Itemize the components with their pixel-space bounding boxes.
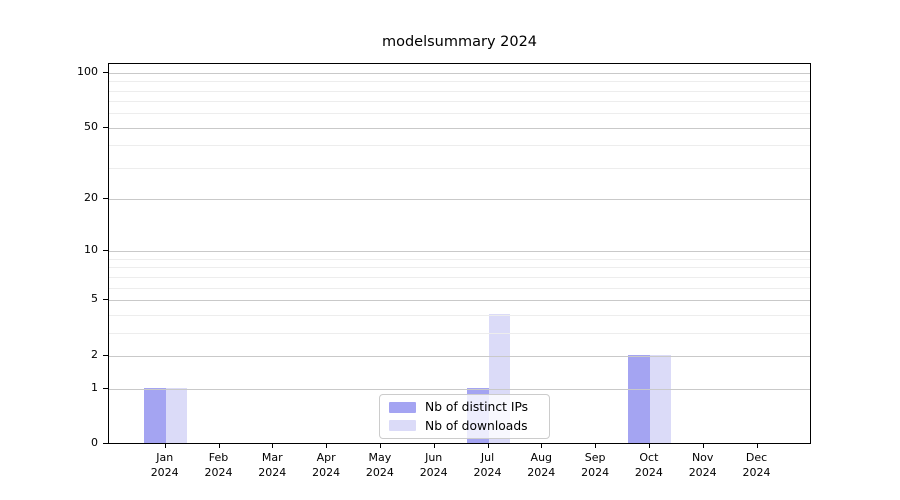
gridline-minor xyxy=(109,101,810,103)
x-tick-label-line: 2024 xyxy=(527,466,556,479)
x-tick-label-line: 2024 xyxy=(419,466,448,479)
y-tick-mark xyxy=(103,250,108,252)
x-tick-mark xyxy=(218,444,220,448)
x-tick-label: Sep 2024 xyxy=(567,450,623,480)
x-tick-label: Feb 2024 xyxy=(191,450,247,480)
x-tick-label-line: Jun xyxy=(425,451,443,464)
gridline-minor xyxy=(109,90,810,92)
bar-distinct-ips xyxy=(144,387,166,443)
legend-item-distinct-ips: Nb of distinct IPs xyxy=(389,399,540,415)
gridline-major xyxy=(109,199,810,201)
y-tick-mark xyxy=(103,354,108,356)
x-tick-label-line: Nov xyxy=(691,451,714,464)
x-tick-label-line: Oct xyxy=(639,451,659,464)
x-tick-label: Jun 2024 xyxy=(406,450,462,480)
x-tick-label-line: 2024 xyxy=(634,466,663,479)
x-tick-mark xyxy=(541,444,543,448)
y-tick-label: 10 xyxy=(84,243,98,257)
x-tick-label-line: Jul xyxy=(480,451,495,464)
x-tick-label-line: 2024 xyxy=(688,466,717,479)
x-tick-mark xyxy=(487,444,489,448)
gridline-minor xyxy=(109,287,810,289)
x-tick-label-line: Mar xyxy=(261,451,283,464)
gridline-minor xyxy=(109,145,810,147)
gridline-minor xyxy=(109,276,810,278)
gridline-minor xyxy=(109,332,810,334)
y-tick-mark xyxy=(103,126,108,128)
y-tick-label: 1 xyxy=(91,380,98,394)
x-tick-mark xyxy=(595,444,597,448)
x-tick-mark xyxy=(164,444,166,448)
x-tick-label-line: 2024 xyxy=(473,466,502,479)
x-tick-label-line: Apr xyxy=(316,451,336,464)
x-tick-label: Jul 2024 xyxy=(460,450,516,480)
x-tick-mark xyxy=(433,444,435,448)
legend-label-distinct-ips: Nb of distinct IPs xyxy=(425,400,529,415)
x-tick-mark xyxy=(272,444,274,448)
legend-swatch-distinct-ips xyxy=(389,401,416,413)
y-tick-mark xyxy=(103,387,108,389)
x-tick-label-line: 2024 xyxy=(312,466,341,479)
x-tick-label: Aug 2024 xyxy=(513,450,569,480)
x-tick-label: Jan 2024 xyxy=(137,450,193,480)
x-tick-label-line: May xyxy=(368,451,392,464)
x-tick-label-line: 2024 xyxy=(258,466,287,479)
y-tick-mark xyxy=(103,71,108,73)
y-tick-label: 2 xyxy=(91,347,98,361)
bar-distinct-ips xyxy=(628,354,650,443)
y-tick-mark xyxy=(103,299,108,301)
gridline-minor xyxy=(109,314,810,316)
plot-area: Nb of distinct IPs Nb of downloads xyxy=(108,63,811,444)
legend-label-downloads: Nb of downloads xyxy=(425,418,528,433)
x-tick-label: Apr 2024 xyxy=(298,450,354,480)
y-tick-mark xyxy=(103,443,108,445)
x-tick-mark xyxy=(326,444,328,448)
gridline-major xyxy=(109,388,810,390)
x-tick-label-line: Dec xyxy=(745,451,768,464)
gridline-major xyxy=(109,127,810,129)
x-tick-label-line: Jan xyxy=(156,451,174,464)
legend-swatch-downloads xyxy=(389,420,416,432)
x-tick-label: Oct 2024 xyxy=(621,450,677,480)
chart-title: modelsummary 2024 xyxy=(381,34,538,50)
y-tick-label: 20 xyxy=(84,191,98,205)
y-tick-label: 50 xyxy=(84,119,98,133)
gridline-major xyxy=(109,72,810,74)
gridline-minor xyxy=(109,113,810,115)
x-tick-label-line: 2024 xyxy=(365,466,394,479)
x-tick-label-line: 2024 xyxy=(150,466,179,479)
bar-downloads xyxy=(649,354,672,443)
gridline-minor xyxy=(109,81,810,83)
x-tick-label: Mar 2024 xyxy=(244,450,300,480)
y-tick-label: 5 xyxy=(91,292,98,306)
gridline-minor xyxy=(109,267,810,269)
gridline-major xyxy=(109,355,810,357)
legend: Nb of distinct IPs Nb of downloads xyxy=(379,394,550,439)
gridline-major xyxy=(109,300,810,302)
x-tick-label-line: 2024 xyxy=(742,466,771,479)
gridline-minor xyxy=(109,167,810,169)
gridline-major xyxy=(109,251,810,253)
legend-item-downloads: Nb of downloads xyxy=(389,418,540,434)
x-tick-label-line: Sep xyxy=(584,451,606,464)
bar-downloads xyxy=(165,387,188,443)
x-tick-label: May 2024 xyxy=(352,450,408,480)
x-tick-mark xyxy=(379,444,381,448)
x-tick-label-line: 2024 xyxy=(581,466,610,479)
x-tick-mark xyxy=(702,444,704,448)
x-tick-label: Dec 2024 xyxy=(729,450,785,480)
x-tick-label-line: Aug xyxy=(530,451,553,464)
x-tick-mark xyxy=(648,444,650,448)
y-tick-label: 100 xyxy=(77,64,98,78)
x-tick-label: Nov 2024 xyxy=(675,450,731,480)
y-tick-mark xyxy=(103,198,108,200)
x-tick-label-line: Feb xyxy=(208,451,229,464)
y-tick-label: 0 xyxy=(91,436,98,450)
gridline-minor xyxy=(109,258,810,260)
x-tick-mark xyxy=(756,444,758,448)
x-tick-label-line: 2024 xyxy=(204,466,233,479)
